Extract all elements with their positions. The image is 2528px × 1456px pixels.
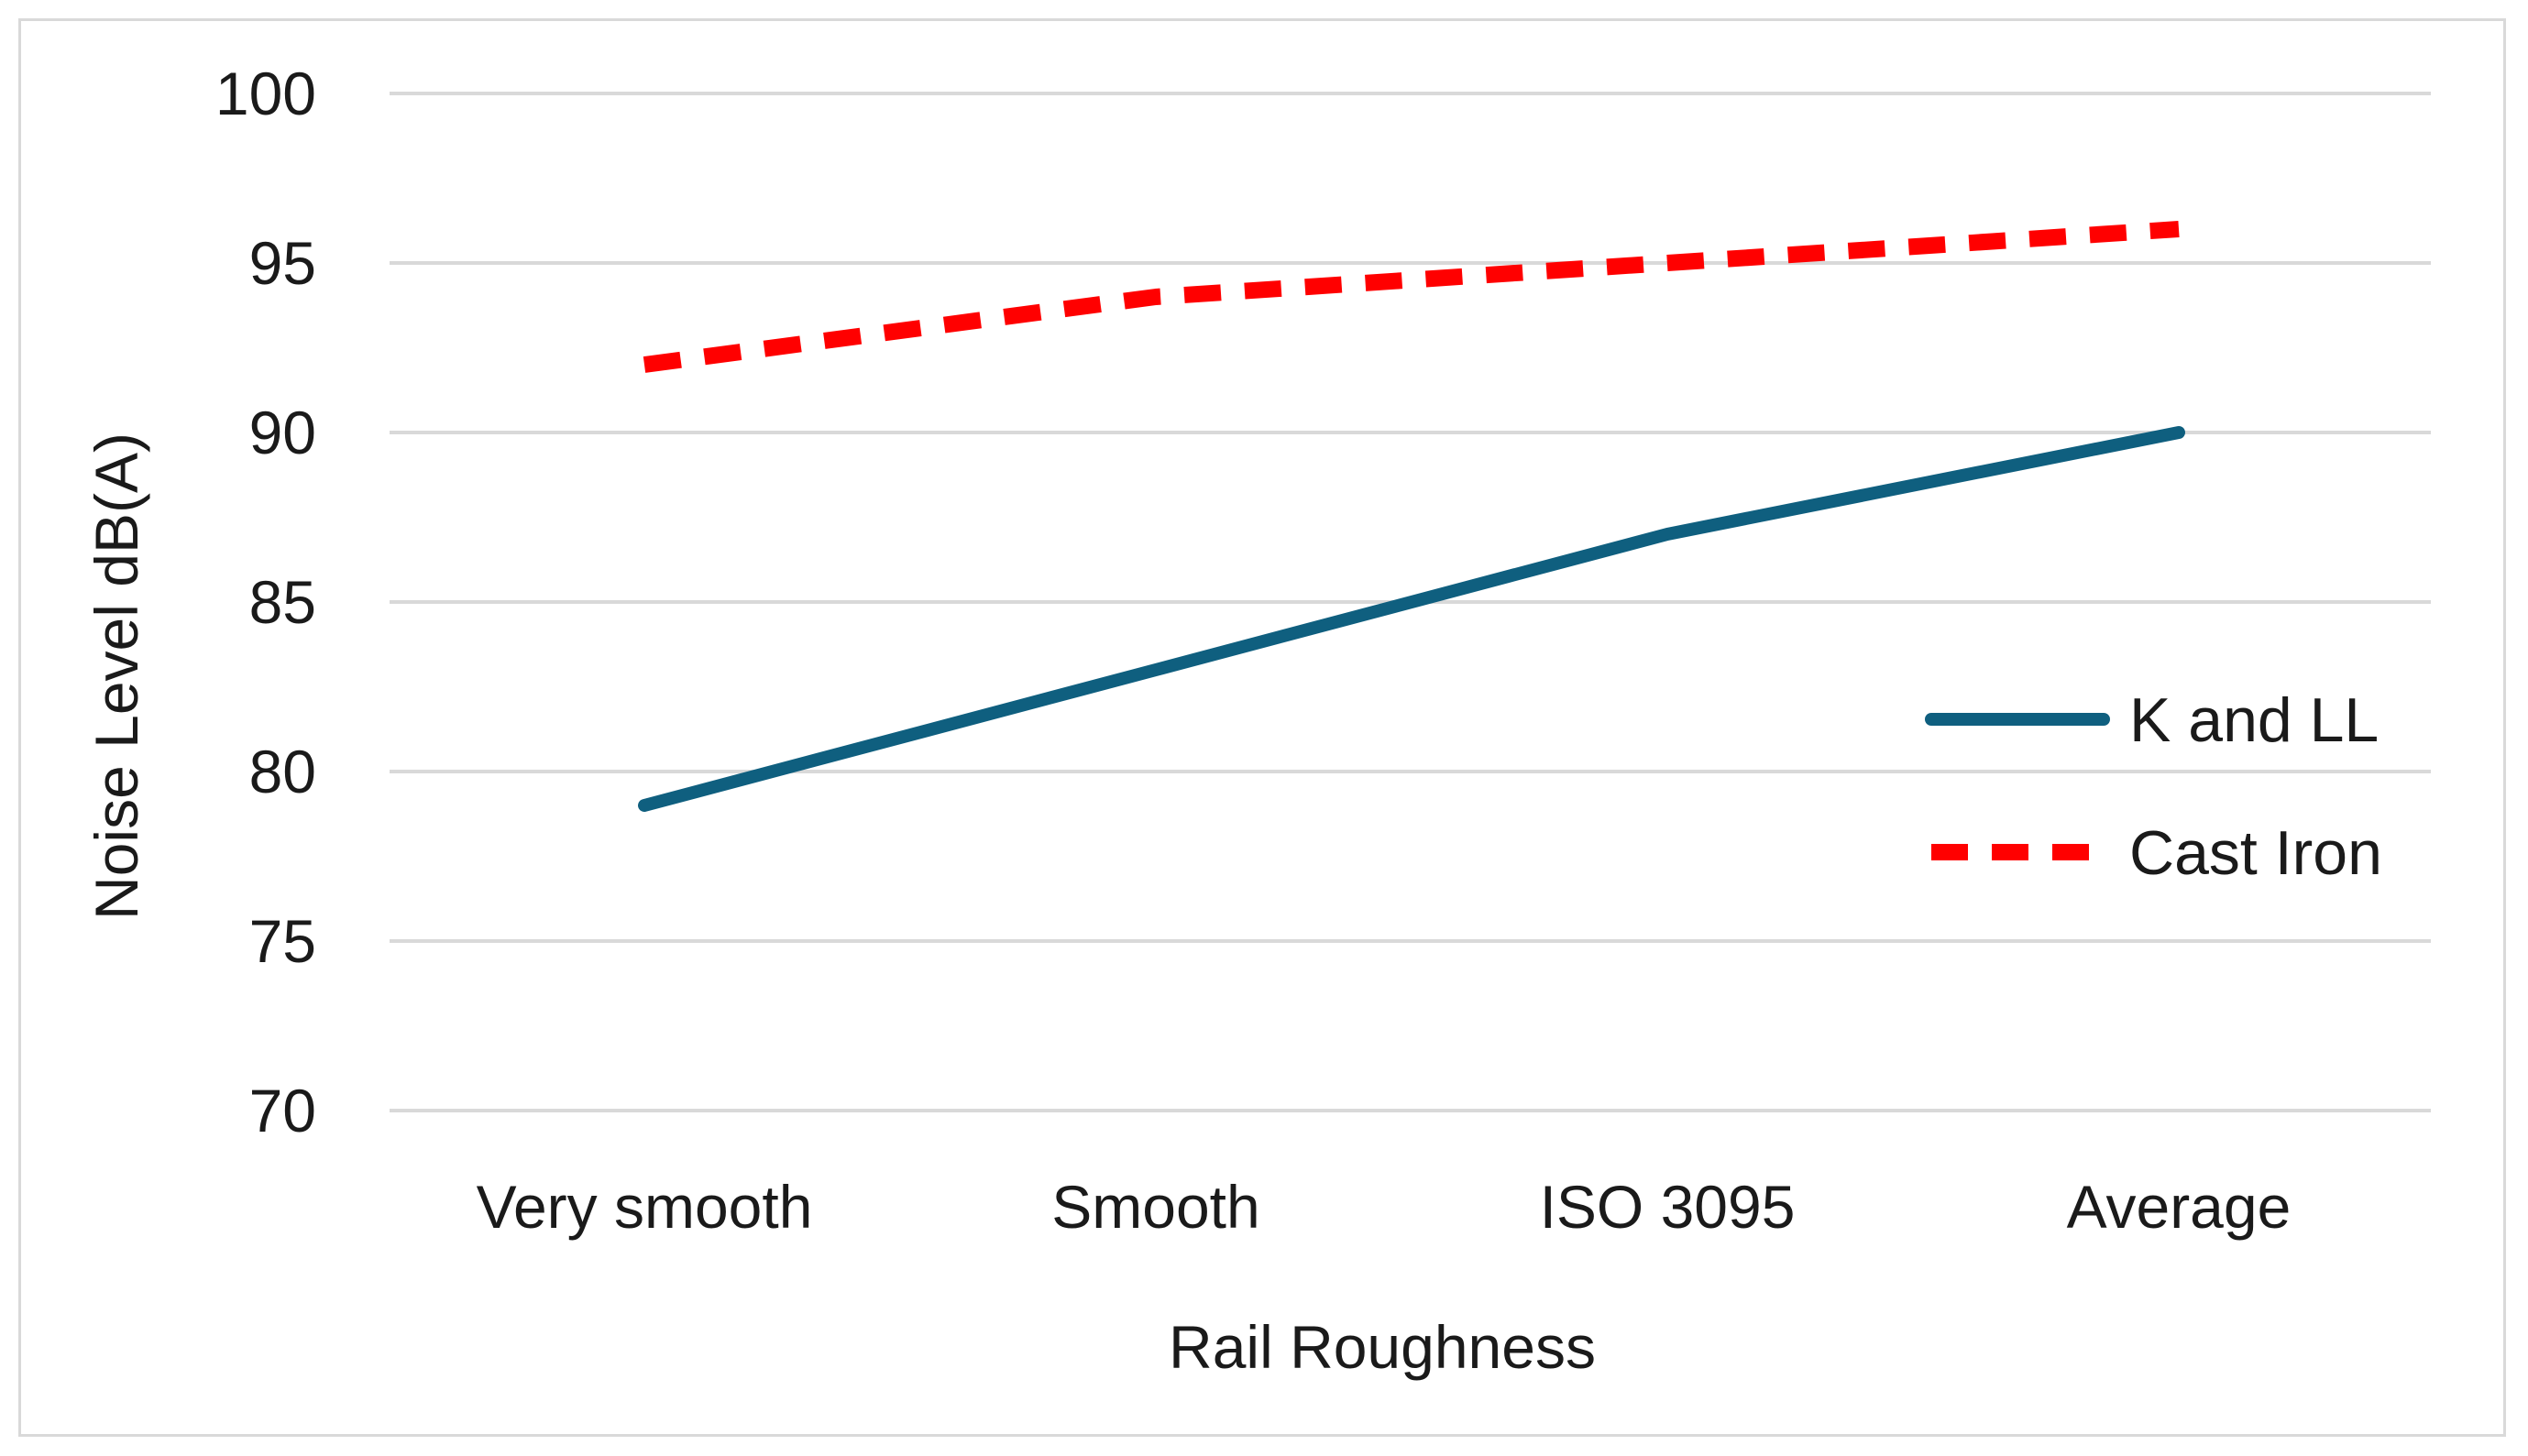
gridlines: [390, 92, 2431, 1112]
x-axis-ticks: Very smooth Smooth ISO 3095 Average: [477, 1173, 2292, 1241]
y-axis-title: Noise Level dB(A): [82, 432, 150, 920]
series-line-cast-iron: [643, 221, 2180, 373]
x-tick-label-average: Average: [2067, 1173, 2292, 1241]
y-tick-label-100: 100: [215, 60, 316, 127]
x-tick-label-smooth: Smooth: [1051, 1173, 1259, 1241]
legend-label-cast-iron: Cast Iron: [2129, 818, 2382, 888]
y-tick-label-70: 70: [249, 1077, 316, 1144]
y-axis-ticks: 70 75 80 85 90 95 100: [215, 60, 316, 1144]
y-tick-label-80: 80: [249, 738, 316, 805]
x-axis-title: Rail Roughness: [1169, 1313, 1596, 1381]
x-tick-label-very-smooth: Very smooth: [477, 1173, 813, 1241]
x-tick-label-iso-3095: ISO 3095: [1540, 1173, 1796, 1241]
chart-frame: [18, 18, 2506, 1437]
y-tick-label-90: 90: [249, 399, 316, 466]
series-line-k-and-ll: [638, 426, 2185, 812]
series-lines: [638, 221, 2185, 812]
y-tick-label-75: 75: [249, 907, 316, 975]
legend-label-k-and-ll: K and LL: [2129, 685, 2379, 755]
y-tick-label-85: 85: [249, 568, 316, 636]
y-tick-label-95: 95: [249, 229, 316, 297]
legend: K and LL Cast Iron: [1925, 685, 2382, 888]
